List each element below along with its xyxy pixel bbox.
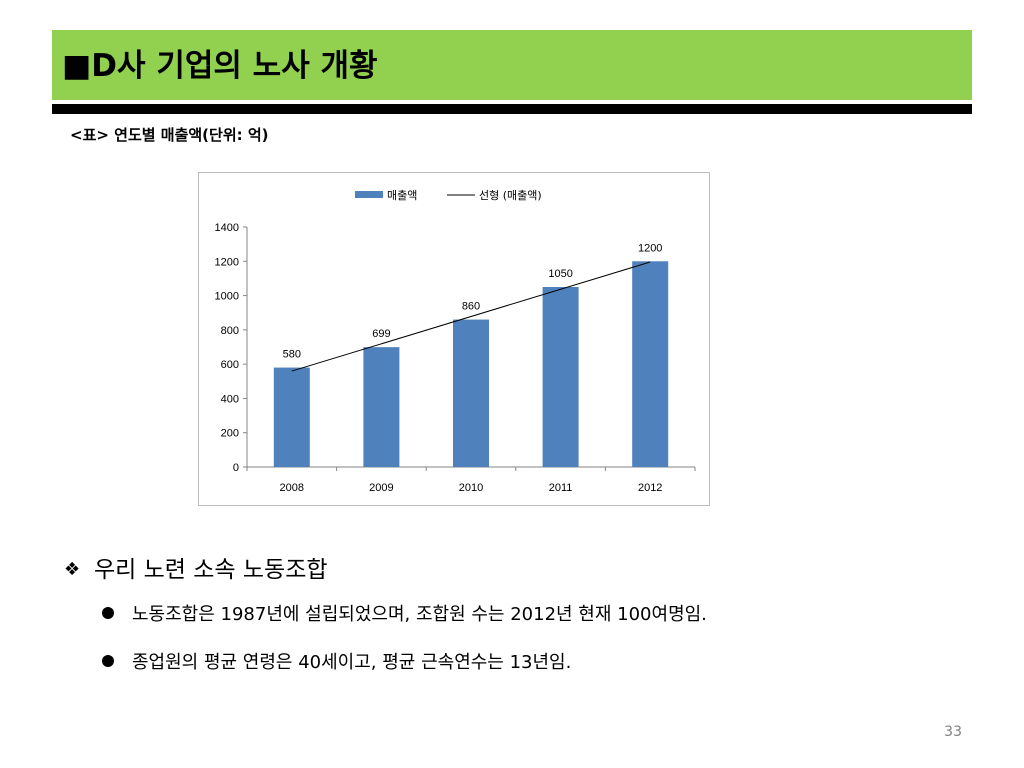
y-tick-label: 600 — [221, 359, 239, 371]
slide-title: ■D사 기업의 노사 개황 — [62, 48, 378, 84]
bar — [363, 347, 400, 467]
y-tick-label: 1000 — [215, 291, 239, 303]
y-tick-label: 1200 — [215, 256, 239, 268]
diamond-bullet-icon: ❖ — [64, 559, 81, 580]
data-label: 1050 — [548, 268, 572, 280]
y-tick-label: 800 — [221, 325, 239, 337]
bullet-text: 노동조합은 1987년에 설립되었으며, 조합원 수는 2012년 현재 100… — [132, 604, 707, 625]
bullet-item: 노동조합은 1987년에 설립되었으며, 조합원 수는 2012년 현재 100… — [102, 600, 707, 626]
bar — [273, 367, 310, 467]
x-tick-label: 2008 — [280, 482, 304, 494]
page-number: 33 — [944, 724, 962, 740]
data-label: 860 — [462, 301, 480, 313]
y-tick-label: 1400 — [215, 222, 239, 234]
x-tick-label: 2010 — [459, 482, 483, 494]
bar — [632, 261, 669, 467]
x-tick-label: 2009 — [369, 482, 393, 494]
y-tick-label: 400 — [221, 393, 239, 405]
legend-label: 선형 (매출액) — [479, 189, 542, 202]
section-heading-text: 우리 노련 소속 노동조합 — [94, 557, 328, 583]
legend-swatch-bar — [355, 191, 383, 198]
revenue-chart: 0 200 400 600 800 1000 1200 1400 580 2008 699 2009 8… — [198, 172, 710, 506]
x-tick-label: 2012 — [638, 482, 662, 494]
bar — [453, 319, 489, 467]
bar — [542, 287, 579, 467]
legend-label: 매출액 — [387, 189, 417, 202]
data-label: 699 — [372, 328, 390, 340]
title-underline — [52, 104, 972, 114]
data-label: 580 — [283, 349, 301, 361]
bullet-dot-icon — [102, 655, 114, 667]
trendline — [291, 261, 651, 372]
bullet-item: 종업원의 평균 연령은 40세이고, 평균 근속연수는 13년임. — [102, 648, 571, 674]
y-tick-label: 0 — [233, 462, 239, 474]
bullet-text: 종업원의 평균 연령은 40세이고, 평균 근속연수는 13년임. — [132, 652, 572, 673]
data-label: 1200 — [638, 242, 662, 254]
x-tick-label: 2011 — [549, 482, 573, 494]
y-tick-label: 200 — [221, 428, 239, 440]
bullet-dot-icon — [102, 607, 114, 619]
table-caption: <표> 연도별 매출액(단위: 억) — [70, 126, 269, 144]
title-bar — [52, 30, 972, 100]
section-heading: ❖ 우리 노련 소속 노동조합 — [64, 550, 328, 584]
chart-canvas: 0 200 400 600 800 1000 1200 1400 580 2008 699 2009 8… — [215, 189, 696, 494]
